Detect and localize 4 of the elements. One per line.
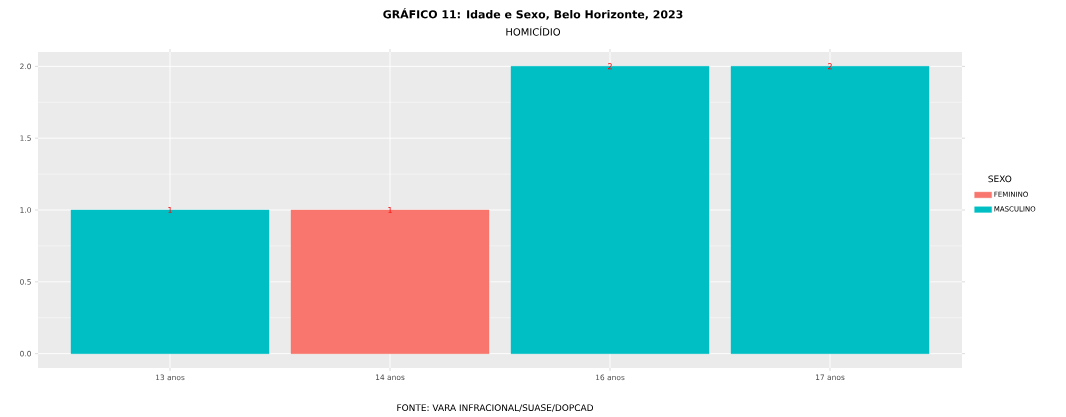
legend-title: SEXO [988, 175, 1012, 183]
source-note: FONTE: VARA INFRACIONAL/SUASE/DOPCAD [397, 404, 594, 412]
chart-subtitle: HOMICÍDIO [506, 26, 561, 36]
chart-title: GRÁFICO 11: Idade e Sexo, Belo Horizonte, 2023 [383, 8, 683, 20]
